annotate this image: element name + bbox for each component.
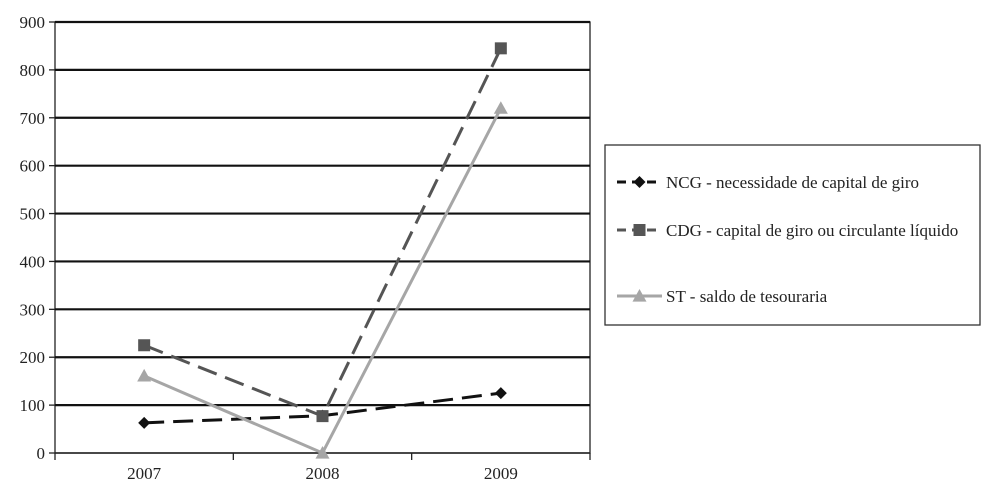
data-point-diamond — [138, 416, 151, 429]
legend-marker-square — [633, 224, 646, 236]
data-point-triangle — [137, 368, 152, 382]
legend-label-0: NCG - necessidade de capital de giro — [666, 173, 919, 192]
legend-marker-diamond — [633, 176, 646, 188]
legend: NCG - necessidade de capital de giro CDG … — [604, 144, 981, 326]
y-tick-label: 800 — [20, 61, 46, 80]
gridlines — [54, 20, 591, 454]
y-tick-label: 600 — [20, 157, 46, 176]
data-point-square — [494, 42, 507, 55]
legend-label-2: ST - saldo de tesouraria — [666, 287, 828, 306]
axes: 0 100 200 300 400 500 600 700 800 900 2007 2008 2009 — [20, 13, 591, 483]
data-point-triangle — [493, 101, 508, 114]
y-tick-label: 100 — [20, 396, 46, 415]
legend-label-1: CDG - capital de giro ou circulante líqu… — [666, 221, 958, 240]
y-tick-label: 700 — [20, 109, 46, 128]
x-tick-label: 2009 — [484, 464, 518, 483]
y-tick-label: 900 — [20, 13, 46, 32]
plot-area-border — [54, 21, 591, 454]
y-tick-label: 0 — [37, 444, 46, 463]
y-tick-label: 500 — [20, 205, 46, 224]
legend-marker-triangle — [632, 289, 647, 302]
legend-box — [604, 144, 981, 326]
y-tick-label: 200 — [20, 348, 46, 367]
data-point-diamond — [494, 387, 507, 400]
data-point-square — [316, 410, 329, 423]
series-line-1 — [143, 47, 503, 419]
y-tick-label: 400 — [20, 252, 46, 271]
x-tick-label: 2007 — [127, 464, 162, 483]
x-tick-label: 2008 — [306, 464, 340, 483]
y-tick-label: 300 — [20, 300, 46, 319]
data-point-square — [138, 339, 151, 352]
series-lines — [137, 42, 508, 459]
data-point-triangle — [315, 446, 330, 459]
